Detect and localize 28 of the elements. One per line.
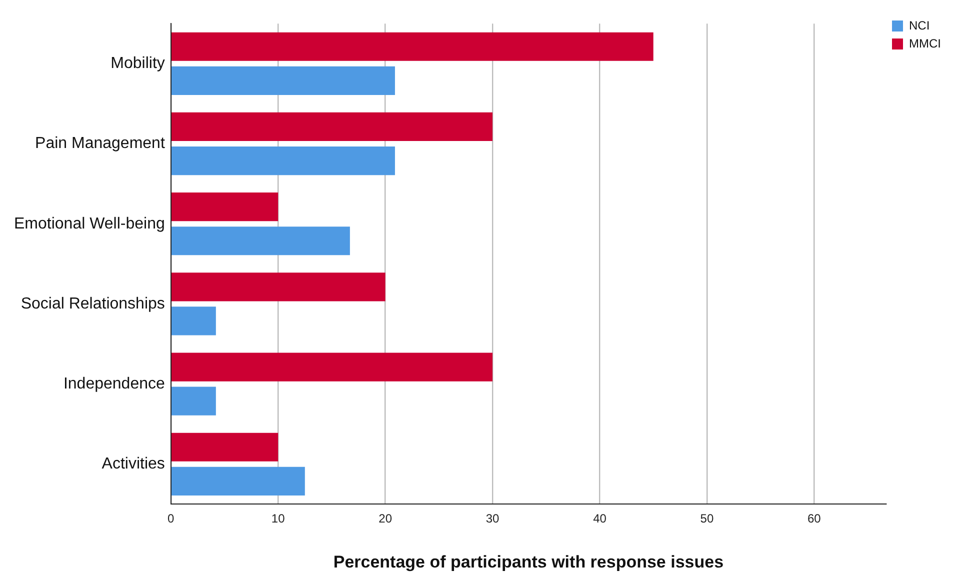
bar bbox=[171, 466, 305, 496]
y-tick-label: Activities bbox=[102, 456, 165, 473]
x-tick-label: 0 bbox=[168, 512, 175, 526]
bar bbox=[171, 32, 654, 61]
bar bbox=[171, 386, 216, 416]
bar bbox=[171, 226, 350, 256]
y-tick-label: Emotional Well-being bbox=[14, 215, 165, 232]
x-tick-label: 60 bbox=[807, 512, 822, 526]
x-tick-label: 50 bbox=[700, 512, 714, 526]
y-tick-label: Pain Management bbox=[35, 135, 166, 152]
x-axis-title: Percentage of participants with response issues bbox=[333, 552, 724, 572]
bar bbox=[171, 66, 395, 95]
x-tick-label: 40 bbox=[593, 512, 607, 526]
y-tick-label: Social Relationships bbox=[20, 295, 165, 312]
bar bbox=[171, 112, 493, 142]
x-tick-label: 20 bbox=[378, 512, 392, 526]
bar bbox=[171, 432, 278, 462]
bar bbox=[171, 306, 216, 336]
y-tick-label: Independence bbox=[63, 375, 165, 392]
y-tick-label: Mobility bbox=[110, 55, 165, 72]
legend-label: NCI bbox=[909, 18, 930, 32]
bar bbox=[171, 272, 386, 302]
legend-label: MMCI bbox=[909, 36, 942, 50]
x-tick-label: 10 bbox=[271, 512, 286, 526]
bar bbox=[171, 192, 278, 222]
x-tick-label: 30 bbox=[486, 512, 500, 526]
bar bbox=[171, 352, 493, 382]
bar bbox=[171, 146, 395, 176]
